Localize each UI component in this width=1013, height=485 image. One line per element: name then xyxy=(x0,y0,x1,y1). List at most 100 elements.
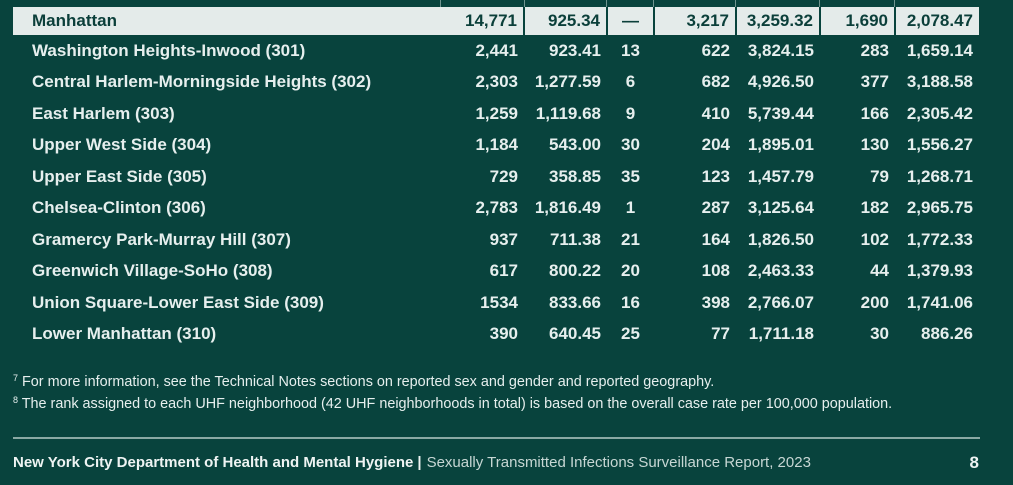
borough-cell: 925.34 xyxy=(524,7,608,35)
table-cell: 3,188.58 xyxy=(906,72,973,92)
table-cell: 182 xyxy=(860,198,889,218)
borough-total-row: Manhattan 14,771 925.34 — 3,217 3,259.32… xyxy=(13,7,979,35)
borough-cell: 1,690 xyxy=(820,7,896,35)
footnote: 7 For more information, see the Technica… xyxy=(13,370,973,392)
table-cell: 4,926.50 xyxy=(747,72,814,92)
neighborhood-name: Washington Heights-Inwood (301) xyxy=(32,40,306,60)
table-cell: 1 xyxy=(625,198,636,218)
table-cell: 13 xyxy=(621,40,640,60)
footnote-marker: 7 xyxy=(13,373,19,383)
table-row: Union Square-Lower East Side (309) 1534 83… xyxy=(13,287,979,319)
table-cell: 287 xyxy=(701,198,730,218)
borough-cell: 2,078.47 xyxy=(895,7,979,35)
table-row: Gramercy Park-Murray Hill (307) 937 711.38… xyxy=(13,224,979,256)
neighborhood-data-table: Manhattan 14,771 925.34 — 3,217 3,259.32… xyxy=(13,7,979,350)
table-cell: 21 xyxy=(621,229,640,249)
footer-separator: | xyxy=(417,454,422,471)
table-cell: 9 xyxy=(625,103,636,123)
page-footer: New York City Department of Health and M… xyxy=(13,453,980,473)
table-cell: 543.00 xyxy=(549,135,601,155)
table-row: Washington Heights-Inwood (301) 2,441 923.… xyxy=(13,35,979,67)
table-cell: 390 xyxy=(489,324,518,344)
table-row: Upper West Side (304) 1,184 543.00 30 204 1,8… xyxy=(13,130,979,162)
table-row: East Harlem (303) 1,259 1,119.68 9 410 5,739.… xyxy=(13,98,979,130)
table-cell: 2,965.75 xyxy=(906,198,973,218)
table-cell: 130 xyxy=(860,135,889,155)
table-cell: 1,268.71 xyxy=(906,166,973,186)
table-cell: 1,711.18 xyxy=(748,324,814,344)
table-cell: 16 xyxy=(621,292,640,312)
borough-name: Manhattan xyxy=(13,7,441,35)
table-cell: 3,824.15 xyxy=(747,40,814,60)
table-cell: 886.26 xyxy=(921,324,973,344)
table-cell: 5,739.44 xyxy=(747,103,814,123)
table-cell: 6 xyxy=(625,72,636,92)
table-cell: 937 xyxy=(489,229,518,249)
table-cell: 79 xyxy=(870,166,889,186)
borough-cell: 14,771 xyxy=(441,7,525,35)
table-cell: 923.41 xyxy=(549,40,601,60)
table-cell: 2,463.33 xyxy=(747,261,814,281)
table-cell: 2,766.07 xyxy=(747,292,814,312)
table-cell: 358.85 xyxy=(549,166,601,186)
neighborhood-name: Union Square-Lower East Side (309) xyxy=(32,292,324,312)
table-cell: 2,303 xyxy=(475,72,518,92)
table-cell: 622 xyxy=(701,40,730,60)
footnote: 8 The rank assigned to each UHF neighbor… xyxy=(13,392,973,414)
table-cell: 1,379.93 xyxy=(906,261,973,281)
table-row: Upper East Side (305) 729 358.85 35 123 1,457… xyxy=(13,161,979,193)
table-cell: 35 xyxy=(621,166,640,186)
table-cell: 1,259 xyxy=(475,103,518,123)
table-cell: 166 xyxy=(860,103,889,123)
table-cell: 800.22 xyxy=(549,261,601,281)
table-cell: 2,783 xyxy=(475,198,518,218)
footnote-marker: 8 xyxy=(13,394,19,405)
table-row: Lower Manhattan (310) 390 640.45 25 77 1,711.… xyxy=(13,319,979,351)
table-cell: 617 xyxy=(489,261,518,281)
table-body: Manhattan 14,771 925.34 — 3,217 3,259.32… xyxy=(13,7,979,350)
table-cell: 102 xyxy=(860,229,889,249)
table-row: Central Harlem-Morningside Heights (302)… xyxy=(13,67,979,99)
neighborhood-name: Central Harlem-Morningside Heights (302) xyxy=(32,72,372,92)
neighborhood-name: Chelsea-Clinton (306) xyxy=(32,198,206,218)
table-cell: 1,184 xyxy=(475,135,518,155)
table-cell: 1,659.14 xyxy=(906,40,973,60)
table-cell: 1,457.79 xyxy=(747,166,814,186)
table-cell: 283 xyxy=(860,40,889,60)
table-cell: 123 xyxy=(701,166,730,186)
table-cell: 682 xyxy=(701,72,730,92)
table-cell: 1,826.50 xyxy=(747,229,814,249)
neighborhood-name: Greenwich Village-SoHo (308) xyxy=(32,261,273,281)
table-cell: 711.38 xyxy=(549,229,601,249)
page-number: 8 xyxy=(969,453,979,472)
top-column-dividers xyxy=(13,0,979,7)
table-cell: 3,125.64 xyxy=(747,198,814,218)
table-cell: 398 xyxy=(701,292,730,312)
neighborhood-name: Upper East Side (305) xyxy=(32,166,207,186)
borough-cell: — xyxy=(607,7,655,35)
table-row: Greenwich Village-SoHo (308) 617 800.22 20 1… xyxy=(13,256,979,288)
neighborhood-name: East Harlem (303) xyxy=(32,103,175,123)
table-cell: 1,741.06 xyxy=(906,292,973,312)
table-cell: 204 xyxy=(701,135,730,155)
table-cell: 30 xyxy=(870,324,889,344)
table-cell: 729 xyxy=(489,166,518,186)
footer-department: New York City Department of Health and M… xyxy=(13,454,414,471)
table-row: Chelsea-Clinton (306) 2,783 1,816.49 1 287 3,… xyxy=(13,193,979,225)
table-cell: 377 xyxy=(860,72,889,92)
neighborhood-name: Upper West Side (304) xyxy=(32,135,212,155)
borough-cell: 3,217 xyxy=(654,7,737,35)
table-cell: 200 xyxy=(860,292,889,312)
table-cell: 20 xyxy=(621,261,640,281)
table-cell: 1,119.68 xyxy=(535,103,601,123)
table-cell: 2,305.42 xyxy=(906,103,973,123)
table-cell: 44 xyxy=(870,261,889,281)
table-cell: 640.45 xyxy=(549,324,601,344)
footnote-text: The rank assigned to each UHF neighborho… xyxy=(21,395,893,412)
table-cell: 77 xyxy=(711,324,730,344)
table-cell: 1,277.59 xyxy=(534,72,601,92)
table-cell: 25 xyxy=(621,324,640,344)
table-cell: 1,556.27 xyxy=(906,135,973,155)
footer-divider xyxy=(13,437,980,439)
footnote-text: For more information, see the Technical … xyxy=(22,374,715,390)
